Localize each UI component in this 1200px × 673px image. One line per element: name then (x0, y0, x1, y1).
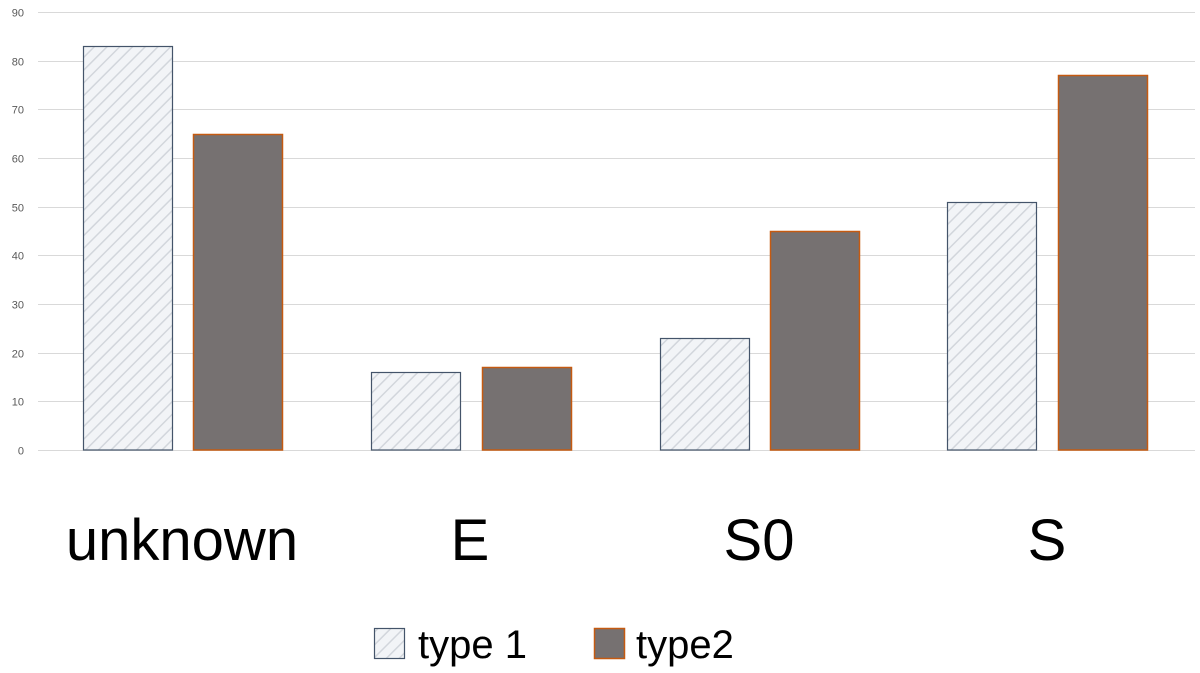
bars (82, 45, 1149, 451)
bar-type1-s (946, 201, 1038, 451)
y-axis-tick-labels: 0 10 20 30 40 50 60 70 80 90 (12, 8, 24, 458)
legend-swatch (373, 627, 406, 660)
legend-label: type2 (636, 623, 734, 667)
y-tick-label: 50 (12, 203, 24, 215)
category-label: unknown (66, 508, 298, 573)
legend-label: type 1 (418, 623, 527, 667)
y-tick-label: 20 (12, 349, 24, 361)
bar-type2-unknown (192, 133, 284, 451)
y-tick-label: 90 (12, 8, 24, 20)
legend-item-type2: type2 (593, 623, 734, 667)
y-tick-label: 30 (12, 300, 24, 312)
category-label: S0 (724, 508, 795, 573)
y-tick-label: 0 (18, 446, 24, 458)
y-tick-label: 80 (12, 57, 24, 69)
bar-type2-s0 (769, 230, 861, 451)
category-label: S (1028, 508, 1067, 573)
bar-type2-e (481, 366, 573, 451)
category-label: E (451, 508, 490, 573)
bar-type2-s (1057, 74, 1149, 451)
y-tick-label: 70 (12, 105, 24, 117)
y-tick-label: 40 (12, 251, 24, 263)
bar-type1-e (370, 371, 462, 451)
legend-item-type1: type 1 (373, 623, 527, 667)
bar-type1-s0 (659, 337, 751, 451)
y-tick-label: 10 (12, 397, 24, 409)
bar-type1-unknown (82, 45, 174, 451)
legend-swatch (593, 627, 626, 660)
y-tick-label: 60 (12, 154, 24, 166)
legend: type 1 type2 (373, 623, 734, 667)
x-axis-category-labels: unknown E S0 S (66, 508, 1066, 573)
